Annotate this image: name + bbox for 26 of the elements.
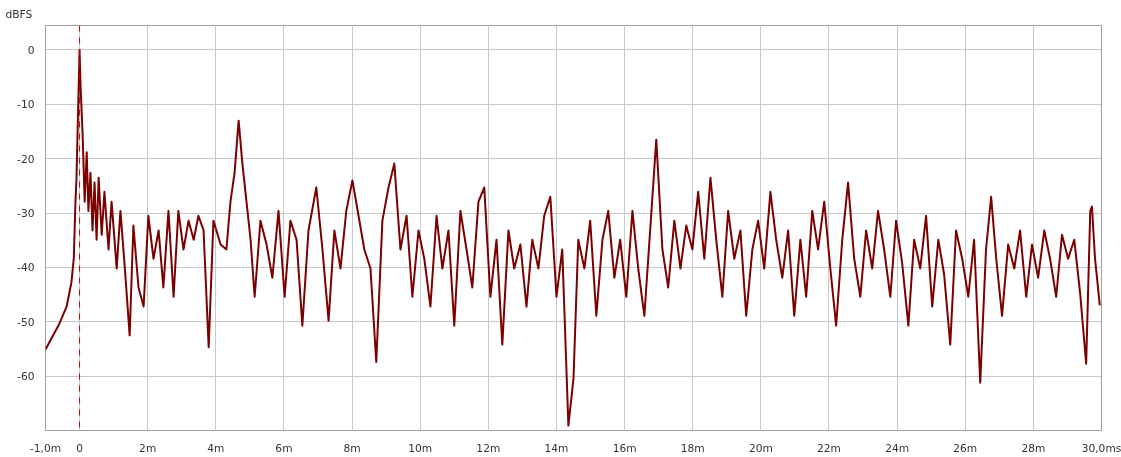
y-tick-label: -40 <box>17 261 35 275</box>
x-tick-label: 30,0ms <box>1081 441 1121 455</box>
x-tick-label: 22m <box>817 441 841 455</box>
x-tick-label: 2m <box>139 441 157 455</box>
x-tick-label: 8m <box>343 441 361 455</box>
x-tick-label: 4m <box>207 441 225 455</box>
x-tick-label: 26m <box>953 441 978 455</box>
x-tick-label: 18m <box>680 441 705 455</box>
x-tick-label: 10m <box>408 441 433 455</box>
x-tick-label: 0 <box>76 441 84 455</box>
y-tick-label: -30 <box>17 207 35 221</box>
x-tick-label: 28m <box>1021 441 1046 455</box>
y-tick-label: -60 <box>17 370 35 384</box>
x-tick-label: -1,0m <box>29 441 62 455</box>
y-tick-label: -10 <box>17 98 35 112</box>
x-tick-label: 16m <box>612 441 637 455</box>
x-tick-label: 24m <box>885 441 910 455</box>
x-tick-label: 20m <box>748 441 773 455</box>
x-tick-label: 14m <box>544 441 569 455</box>
x-tick-label: 12m <box>476 441 501 455</box>
x-tick-label: 6m <box>275 441 293 455</box>
y-tick-label: -50 <box>17 315 35 329</box>
y-tick-label: -20 <box>17 152 35 166</box>
line-series <box>45 48 1101 427</box>
y-axis-title: dBFS <box>5 7 33 21</box>
y-tick-label: 0 <box>27 43 35 57</box>
